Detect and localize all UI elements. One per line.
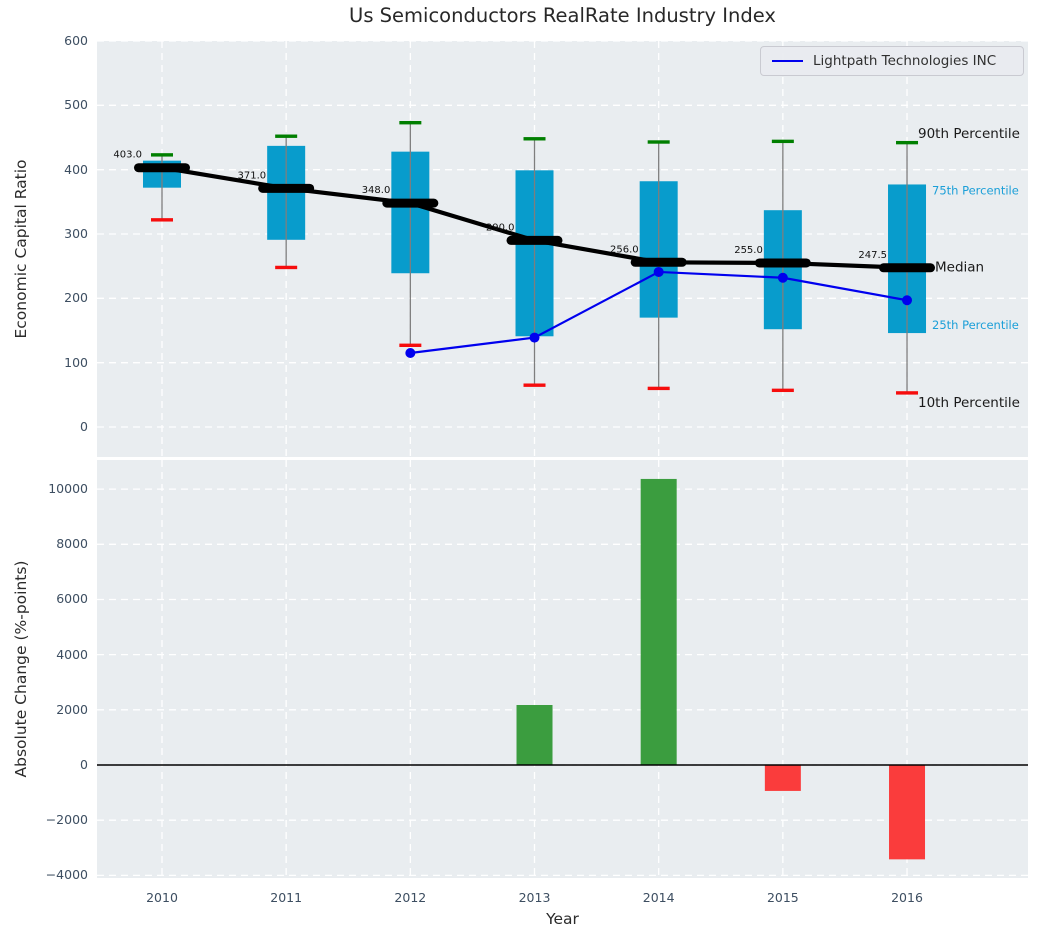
median-bar [382,199,438,208]
x-tick-label: 2015 [748,889,818,907]
bottom-y-tick-label: 10000 [22,480,88,498]
x-tick-label: 2011 [251,889,321,907]
p90-cap [648,140,670,143]
top-y-tick-label: 0 [22,418,88,436]
median-bar [507,236,563,245]
median-value-label: 348.0 [362,185,391,196]
chart-title: Us Semiconductors RealRate Industry Inde… [97,4,1028,27]
bottom-y-tick-label: −2000 [22,811,88,829]
x-tick-label: 2014 [624,889,694,907]
bottom-y-tick-label: 0 [22,756,88,774]
median-bar [134,163,190,172]
p90-cap [399,121,421,124]
bottom-y-tick-label: 4000 [22,646,88,664]
p90-cap [524,137,546,140]
median-value-label: 255.0 [734,245,763,256]
bottom-y-tick-label: 2000 [22,701,88,719]
bottom-y-axis-label: Absolute Change (%-points) [10,519,32,819]
top-plot-area: 403.0 371.0 348.0 290.0 256.0 255.0 247.5 90th … [97,41,1028,457]
legend-label: Lightpath Technologies INC [813,53,996,69]
percentile-annotation: 75th Percentile [932,183,1019,197]
x-axis-label: Year [97,910,1028,928]
change-bar [641,479,677,765]
p10-cap [399,344,421,347]
p10-cap [275,266,297,269]
percentile-annotation: 25th Percentile [932,318,1019,332]
p10-cap [648,387,670,390]
median-bar [879,263,935,272]
median-bar [631,258,687,267]
top-y-tick-label: 300 [22,225,88,243]
bottom-plot-area [97,460,1028,878]
top-y-tick-label: 100 [22,354,88,372]
p90-cap [772,140,794,143]
percentile-annotation: 10th Percentile [918,395,1020,411]
median-bar [258,184,314,193]
bottom-y-tick-label: 8000 [22,535,88,553]
top-y-tick-label: 400 [22,161,88,179]
p10-cap [151,218,173,221]
top-y-tick-label: 600 [22,32,88,50]
top-y-tick-label: 200 [22,289,88,307]
p10-cap [896,391,918,394]
bottom-y-tick-label: 6000 [22,590,88,608]
median-value-label: 371.0 [238,170,267,181]
company-marker [405,348,415,358]
p90-cap [151,153,173,156]
median-value-label: 247.5 [858,250,887,261]
p10-cap [524,383,546,386]
legend-line-sample [772,60,803,62]
top-y-tick-label: 500 [22,96,88,114]
company-marker [778,273,788,283]
x-tick-label: 2010 [127,889,197,907]
bottom-y-tick-label: −4000 [22,866,88,884]
percentile-annotation: 90th Percentile [918,126,1020,142]
median-bar [755,258,811,267]
change-bar [765,765,801,791]
p90-cap [896,141,918,144]
p10-cap [772,389,794,392]
bottom-plot-canvas [97,460,1028,878]
percentile-annotation: Median [935,260,984,276]
change-bar [517,705,553,765]
top-plot-canvas: 403.0 371.0 348.0 290.0 256.0 255.0 247.5 90th … [97,41,1028,457]
median-value-label: 256.0 [610,244,639,255]
company-marker [530,333,540,343]
median-value-label: 290.0 [486,222,515,233]
company-marker [654,267,664,277]
x-tick-label: 2016 [872,889,942,907]
company-marker [902,295,912,305]
change-bar [889,765,925,859]
median-value-label: 403.0 [113,150,142,161]
chart-figure: Us Semiconductors RealRate Industry Inde… [0,0,1053,942]
x-tick-label: 2013 [500,889,570,907]
x-tick-label: 2012 [375,889,445,907]
legend: Lightpath Technologies INC [760,46,1024,76]
p90-cap [275,135,297,138]
